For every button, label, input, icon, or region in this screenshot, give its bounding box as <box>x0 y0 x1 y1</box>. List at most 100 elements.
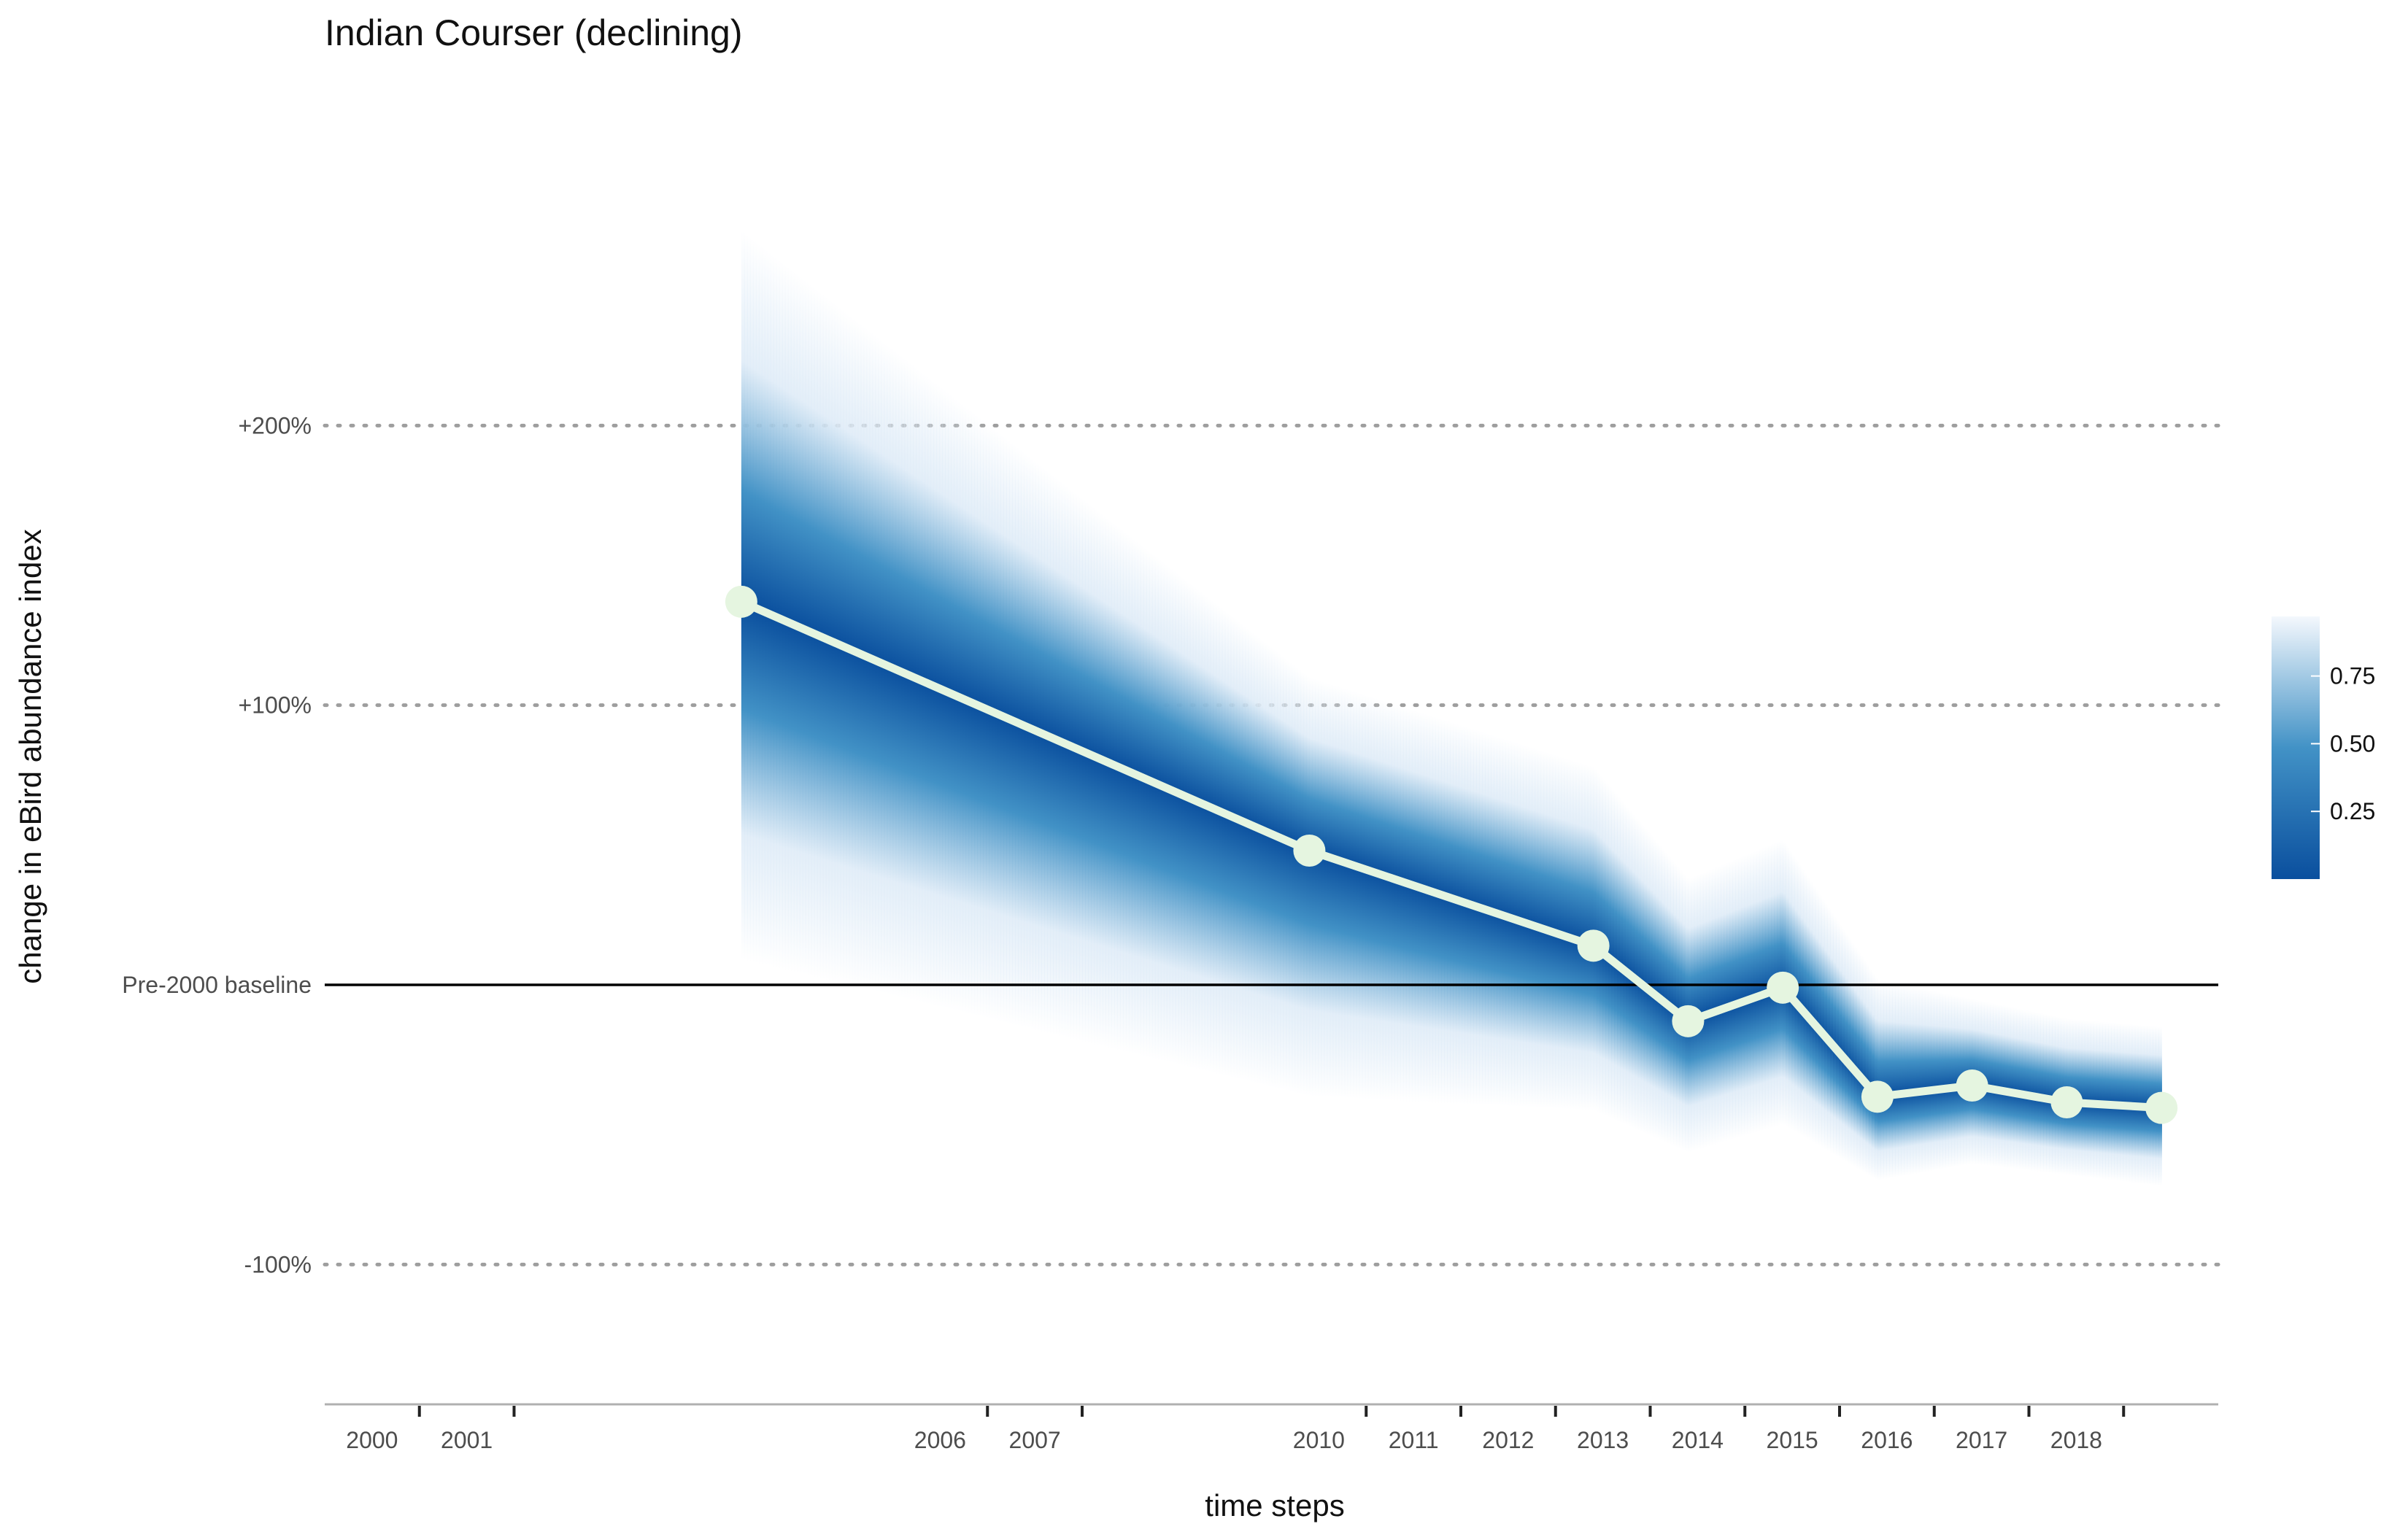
band-slice <box>1883 980 1887 1180</box>
band-slice <box>1222 608 1226 1077</box>
band-slice <box>1999 1004 2002 1168</box>
band-slice <box>1670 857 1674 1147</box>
band-slice <box>1402 706 1407 1102</box>
band-slice <box>968 409 973 1015</box>
band-slice <box>971 411 976 1016</box>
band-slice <box>1073 491 1077 1041</box>
band-slice <box>1373 697 1378 1100</box>
band-slice <box>1160 560 1165 1062</box>
band-slice <box>1038 463 1042 1032</box>
band-slice <box>1318 680 1322 1098</box>
colorbar <box>2272 616 2320 879</box>
band-slice <box>1414 710 1419 1102</box>
band-slice <box>1157 557 1162 1061</box>
band-slice <box>1996 1003 1999 1167</box>
band-slice <box>1254 633 1258 1084</box>
band-slice <box>1033 459 1036 1031</box>
data-point <box>1293 835 1326 867</box>
band-slice <box>1420 712 1424 1103</box>
band-slice <box>957 399 961 1013</box>
x-axis: 2000 2001 2006 2007 2010 2011 2012 2013 2014 2015… <box>325 1403 2218 1453</box>
band-slice <box>925 374 929 1005</box>
band-slice <box>1248 629 1252 1083</box>
band-slice <box>1429 715 1433 1103</box>
band-slice <box>2010 1007 2015 1169</box>
band-slice <box>1233 617 1238 1080</box>
band-slice <box>1826 905 1831 1153</box>
band-slice <box>1889 981 1893 1179</box>
band-slice <box>1438 717 1442 1104</box>
x-tick-label: 2011 <box>1389 1427 1439 1453</box>
chart-title: Indian Courser (declining) <box>325 12 743 53</box>
band-slice <box>1502 738 1507 1107</box>
band-slice <box>1505 739 1510 1107</box>
band-slice <box>1274 649 1278 1089</box>
band-slice <box>1030 457 1033 1030</box>
band-slice <box>1324 681 1328 1098</box>
band-slice <box>2022 1009 2026 1170</box>
band-slice <box>1924 989 1929 1172</box>
band-slice <box>1367 695 1372 1100</box>
band-slice <box>758 243 763 965</box>
band-slice <box>1003 436 1007 1024</box>
band-slice <box>1204 595 1208 1072</box>
band-slice <box>2019 1008 2023 1170</box>
band-slice <box>1012 443 1016 1026</box>
band-slice <box>1575 761 1580 1110</box>
band-slice <box>2028 1010 2032 1171</box>
band-slice <box>1125 533 1130 1053</box>
band-slice <box>1056 477 1060 1037</box>
colorbar-legend: 0.25 0.50 0.75 <box>2272 616 2375 879</box>
band-slice <box>1933 991 1937 1171</box>
band-slice <box>1511 740 1516 1107</box>
band-slice <box>2007 1006 2012 1169</box>
x-tick-label: 2016 <box>1861 1427 1913 1453</box>
data-point <box>1577 929 1610 962</box>
band-slice <box>1093 507 1097 1046</box>
band-slice <box>1065 484 1068 1039</box>
band-slice <box>1617 794 1621 1123</box>
band-slice <box>1192 585 1197 1069</box>
band-slice <box>1312 678 1316 1097</box>
band-slice <box>1726 861 1730 1142</box>
band-slice <box>1447 720 1451 1104</box>
band-slice <box>1877 979 1881 1181</box>
band-slice <box>1099 511 1103 1047</box>
band-slice <box>2037 1012 2041 1172</box>
band-slice <box>1948 994 1953 1169</box>
band-slice <box>2025 1010 2029 1171</box>
band-slice <box>1315 678 1319 1097</box>
band-slice <box>1892 982 1896 1178</box>
band-slice <box>930 379 935 1007</box>
x-axis-title: time steps <box>1205 1488 1344 1523</box>
band-slice <box>1702 871 1707 1149</box>
band-slice <box>1370 696 1375 1100</box>
band-slice <box>1119 527 1124 1052</box>
band-slice <box>2084 1020 2088 1178</box>
band-slice <box>1986 1002 1991 1167</box>
band-slice <box>770 252 774 968</box>
band-slice <box>1353 691 1357 1099</box>
band-slice <box>1257 635 1261 1085</box>
band-slice <box>1818 891 1822 1148</box>
band-slice <box>1219 606 1223 1076</box>
band-slice <box>773 255 777 969</box>
band-slice <box>977 415 981 1018</box>
x-tick-label: 2007 <box>1009 1427 1061 1453</box>
band-slice <box>1151 553 1156 1060</box>
band-slice <box>1035 461 1039 1032</box>
x-tick-label: 2000 <box>346 1427 398 1453</box>
band-slice <box>1321 681 1325 1098</box>
band-slice <box>1224 611 1229 1078</box>
band-slice <box>1453 722 1456 1104</box>
band-slice <box>1440 719 1445 1104</box>
data-point <box>1672 1005 1705 1037</box>
points-layer <box>725 585 2178 1124</box>
band-slice <box>1614 791 1618 1121</box>
band-slice <box>1181 576 1185 1067</box>
band-slice <box>907 360 911 1001</box>
band-slice <box>954 397 958 1012</box>
band-slice <box>1508 740 1513 1107</box>
band-slice <box>1954 995 1959 1167</box>
band-slice <box>1839 922 1843 1160</box>
